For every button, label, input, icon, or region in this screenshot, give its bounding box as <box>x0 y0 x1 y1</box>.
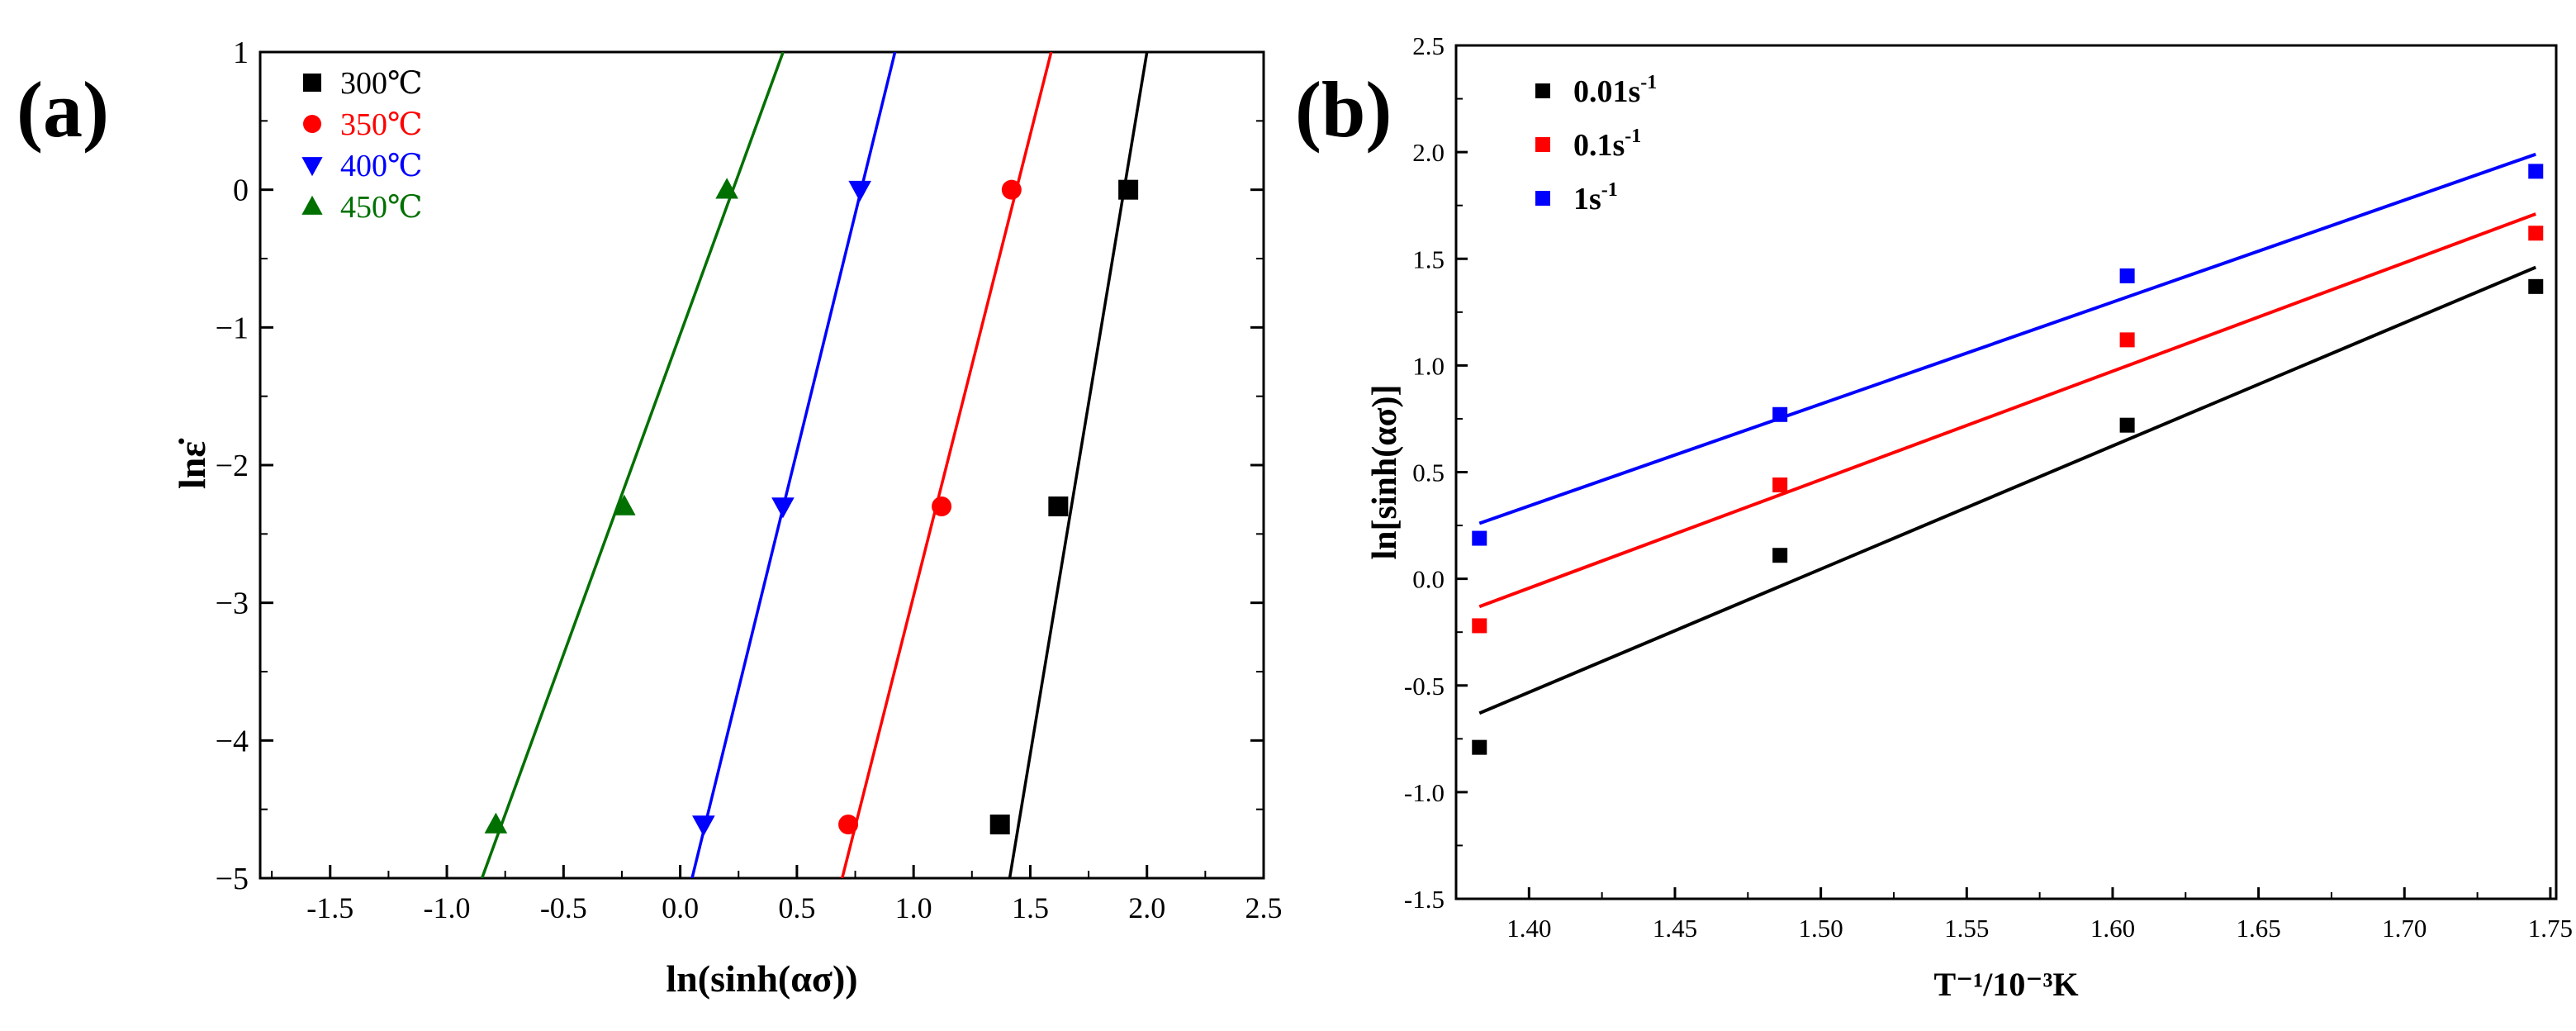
data-point-b-0 <box>2119 417 2135 433</box>
data-point-b-0 <box>1472 739 1487 755</box>
y-tick-label-a: −4 <box>216 724 249 758</box>
x-tick-label-a: 1.0 <box>895 891 932 924</box>
x-tick-label-a: 2.5 <box>1245 891 1283 924</box>
fit-line-b-2 <box>1478 152 2536 525</box>
chart-panel-a: -1.5 -1.0 -0.5 0.0 0.5 1.0 1.5 2.0 2.5 1 0 −1 −2 −3 −4… <box>171 36 1283 1000</box>
data-point-a-0 <box>989 815 1010 834</box>
y-axis-title-b: ln[sinh(ασ)] <box>1366 385 1404 560</box>
x-tick-label-b: 1.70 <box>2382 914 2427 943</box>
legend-label-a-1: 350℃ <box>340 107 423 142</box>
data-point-b-1 <box>1472 618 1487 634</box>
y-tick-label-a: 0 <box>233 173 249 208</box>
x-tick-label-b: 1.60 <box>2090 914 2135 943</box>
fit-line-a-3 <box>480 52 785 878</box>
y-tick-label-b: -1.5 <box>1404 885 1445 914</box>
y-tick-label-b: 1.0 <box>1412 351 1445 380</box>
data-point-b-2 <box>1772 406 1788 422</box>
legend-marker-b-0 <box>1535 83 1550 98</box>
legend-label-b-0: 0.01s-1 <box>1573 72 1657 109</box>
x-tick-label-b: 1.65 <box>2236 914 2280 943</box>
data-point-a-2 <box>692 815 715 837</box>
data-point-a-3 <box>612 494 636 516</box>
data-point-b-2 <box>2119 268 2135 283</box>
fit-line-a-0 <box>1008 52 1149 878</box>
legend-label-a-0: 300℃ <box>340 66 423 101</box>
y-tick-label-a: −2 <box>216 449 249 483</box>
data-point-b-0 <box>1772 548 1788 563</box>
fit-line-a-2 <box>690 52 897 878</box>
y-tick-label-b: 0.5 <box>1412 458 1445 487</box>
x-tick-label-a: -1.0 <box>424 891 471 924</box>
data-point-b-1 <box>1772 477 1788 492</box>
data-point-a-1 <box>838 815 859 834</box>
data-point-b-2 <box>1472 530 1487 546</box>
x-tick-label-a: -1.5 <box>306 891 353 924</box>
x-axis-title-b: T⁻¹/10⁻³K <box>1933 966 2078 1003</box>
data-point-a-0 <box>1048 496 1069 516</box>
legend-label-b-1: 0.1s-1 <box>1573 126 1641 163</box>
y-tick-label-b: 2.0 <box>1412 138 1445 167</box>
legend-marker-b-1 <box>1535 137 1550 152</box>
data-point-b-1 <box>2528 226 2544 241</box>
y-tick-label-b: -0.5 <box>1404 672 1445 701</box>
data-point-b-2 <box>2528 164 2544 179</box>
y-tick-label-a: −3 <box>216 587 249 621</box>
chart-panel-b: 1.40 1.45 1.50 1.55 1.60 1.65 1.70 1.75 2.5 2.0 1.… <box>1366 31 2573 1003</box>
y-tick-label-b: 1.5 <box>1412 245 1445 273</box>
x-tick-label-a: 0.0 <box>662 891 699 924</box>
data-point-a-1 <box>932 496 952 516</box>
legend-marker-a-1 <box>303 115 321 133</box>
data-point-b-0 <box>2528 278 2544 294</box>
fit-line-a-1 <box>841 52 1053 878</box>
y-tick-label-a: −5 <box>216 862 249 896</box>
y-tick-label-a: 1 <box>233 36 249 70</box>
y-tick-label-a: −1 <box>216 311 249 345</box>
y-tick-label-b: 0.0 <box>1412 565 1445 594</box>
data-point-a-3 <box>715 178 738 199</box>
legend-marker-a-2 <box>301 157 323 177</box>
fit-line-b-1 <box>1478 212 2536 609</box>
legend-marker-a-3 <box>301 195 323 215</box>
x-axis-title-a: ln(sinh(ασ)) <box>666 957 857 1000</box>
data-point-a-2 <box>848 180 871 202</box>
data-point-b-1 <box>2119 332 2135 348</box>
x-tick-label-b: 1.40 <box>1506 914 1551 943</box>
x-tick-label-a: -0.5 <box>540 891 587 924</box>
y-tick-label-b: 2.5 <box>1412 31 1445 60</box>
legend-label-a-2: 400℃ <box>340 149 423 183</box>
y-tick-label-b: -1.0 <box>1404 778 1445 807</box>
panel-b-label: (b) <box>1295 65 1392 154</box>
data-point-a-1 <box>1001 179 1022 200</box>
x-tick-label-a: 2.0 <box>1128 891 1165 924</box>
y-axis-title-a: lnε̇ <box>171 438 213 489</box>
x-tick-label-a: 0.5 <box>778 891 815 924</box>
fit-line-b-0 <box>1478 265 2537 715</box>
x-tick-label-b: 1.45 <box>1653 914 1697 943</box>
panel-a-label: (a) <box>17 65 109 154</box>
x-tick-label-b: 1.50 <box>1799 914 1843 943</box>
legend-label-a-3: 450℃ <box>340 190 423 225</box>
data-point-a-2 <box>771 497 795 519</box>
legend-label-b-2: 1s-1 <box>1573 179 1618 216</box>
legend-marker-b-2 <box>1535 191 1550 206</box>
data-point-a-0 <box>1118 179 1139 200</box>
x-tick-label-b: 1.55 <box>1944 914 1989 943</box>
data-point-a-3 <box>484 812 508 834</box>
x-tick-label-b: 1.75 <box>2528 914 2573 943</box>
x-tick-label-a: 1.5 <box>1012 891 1049 924</box>
legend-marker-a-0 <box>303 74 321 92</box>
